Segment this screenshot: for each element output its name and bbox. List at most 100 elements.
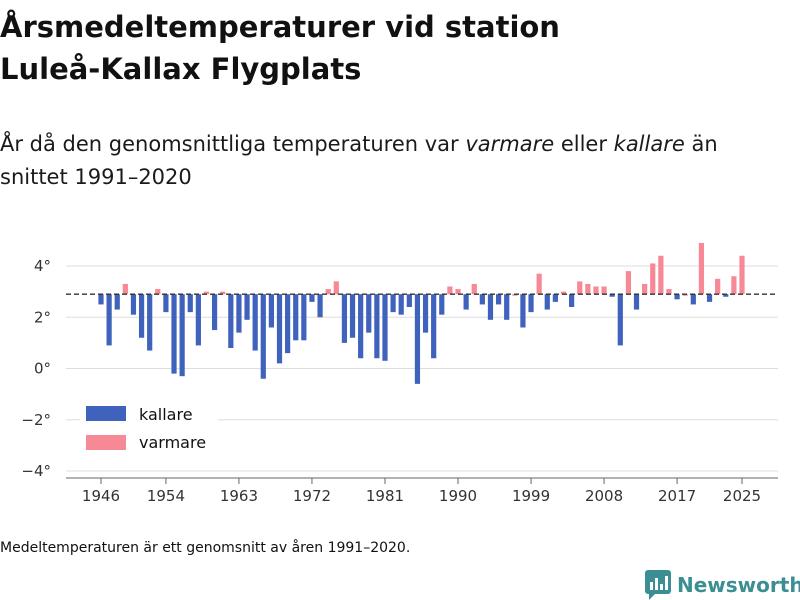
bar-1951 (138, 294, 145, 338)
bar-1974 (325, 289, 331, 295)
bar-2012 (633, 294, 640, 310)
bar-1958 (195, 294, 201, 346)
legend: kallare varmare (80, 400, 218, 462)
bar-1953 (155, 289, 161, 295)
bar-2014 (650, 263, 656, 295)
bar-1961 (220, 291, 226, 295)
subtitle-warm-word: varmare (465, 132, 555, 156)
bar-2017 (674, 294, 680, 300)
x-axis: 1946 1954 1963 1972 1981 1990 1999 2008 2017 2025 (66, 477, 778, 505)
bar-1969 (285, 294, 291, 354)
bar-1980 (374, 294, 380, 359)
bar-1964 (244, 294, 250, 320)
bar-2002 (552, 294, 558, 302)
bar-1971 (301, 294, 307, 341)
title-line-2: Luleå-Kallax Flygplats (0, 52, 362, 86)
bar-1970 (293, 294, 299, 341)
bar-1994 (487, 294, 494, 320)
bar-1959 (203, 291, 210, 295)
chart-title: Årsmedeltemperaturer vid station Luleå-K… (0, 6, 780, 90)
bar-1955 (171, 294, 177, 374)
footnote: Medeltemperaturen är ett genomsnitt av å… (0, 540, 411, 556)
brand-logo: Newsworthy (645, 570, 800, 600)
temperature-chart: 1946 1954 1963 1972 1981 1990 1999 2008 2017 2025… (21, 242, 778, 505)
bar-1985 (414, 294, 421, 384)
legend-label-varmare: varmare (139, 433, 206, 452)
bar-1978 (358, 294, 364, 359)
y-axis: −4° −2° 0° 2° 4° (21, 257, 51, 480)
bar-1991 (463, 294, 469, 310)
bar-1950 (130, 294, 137, 315)
x-tick-label: 1999 (512, 487, 550, 505)
bar-2007 (593, 286, 599, 295)
chart-subtitle: År då den genomsnittliga temperaturen va… (0, 128, 790, 194)
bar-2001 (544, 294, 550, 310)
bar-1946 (98, 294, 104, 305)
y-tick-label: −2° (21, 411, 51, 429)
bar-2008 (601, 286, 607, 295)
bar-2024 (731, 276, 737, 295)
bar-2022 (715, 278, 721, 295)
bar-1967 (268, 294, 274, 328)
bar-1948 (114, 294, 120, 310)
title-line-1: Årsmedeltemperaturer vid station (0, 10, 560, 44)
x-tick-label: 1972 (293, 487, 331, 505)
bar-2005 (577, 281, 583, 295)
bar-2018 (682, 294, 688, 296)
legend-swatch-kallare (86, 406, 126, 421)
bar-1997 (512, 294, 518, 296)
bar-2019 (690, 294, 696, 305)
x-tick-label: 2017 (658, 487, 696, 505)
subtitle-part-2: eller (554, 132, 614, 156)
x-tick-label: 1981 (366, 487, 404, 505)
bar-2003 (560, 291, 567, 295)
bar-2013 (642, 283, 648, 295)
bar-1947 (106, 294, 112, 346)
bar-1966 (260, 294, 266, 379)
bar-1983 (398, 294, 404, 315)
bar-1973 (317, 294, 323, 318)
y-tick-label: 2° (34, 308, 51, 326)
bar-2010 (617, 294, 623, 346)
y-tick-label: 4° (34, 257, 51, 275)
bar-1986 (422, 294, 429, 333)
subtitle-cold-word: kallare (613, 132, 685, 156)
bar-1952 (147, 294, 153, 351)
bar-1993 (479, 294, 485, 305)
bar-2009 (609, 294, 615, 297)
x-tick-label: 2008 (585, 487, 623, 505)
legend-label-kallare: kallare (139, 405, 193, 424)
newsworthy-logo-icon (645, 570, 671, 600)
bar-1976 (341, 294, 348, 343)
y-tick-label: 0° (34, 360, 51, 378)
subtitle-part-3: än snittet 1991–2020 (0, 132, 718, 189)
bar-2016 (666, 289, 672, 295)
x-tick-label: 2025 (723, 487, 761, 505)
bar-2004 (569, 294, 575, 307)
x-tick-label: 1954 (147, 487, 185, 505)
bar-2011 (625, 271, 632, 295)
bar-1990 (455, 289, 461, 295)
bars (98, 242, 745, 384)
x-tick-label: 1963 (220, 487, 258, 505)
bar-1988 (439, 294, 445, 315)
bar-1987 (431, 294, 437, 359)
bar-1965 (252, 294, 258, 351)
bar-1995 (495, 294, 502, 305)
bar-1989 (447, 286, 453, 295)
legend-swatch-varmare (86, 435, 126, 450)
bar-1984 (406, 294, 412, 307)
bar-1979 (366, 294, 372, 333)
bar-1968 (276, 294, 283, 364)
bar-2023 (723, 294, 729, 297)
bar-1981 (382, 294, 388, 361)
bar-2000 (536, 273, 542, 295)
x-tick-label: 1946 (82, 487, 120, 505)
bar-1954 (163, 294, 169, 313)
brand-name: Newsworthy (677, 573, 800, 597)
bar-1949 (122, 283, 128, 295)
bar-2020 (698, 242, 705, 295)
bar-1960 (211, 294, 218, 331)
bar-1992 (471, 283, 477, 295)
bar-1982 (390, 294, 396, 313)
